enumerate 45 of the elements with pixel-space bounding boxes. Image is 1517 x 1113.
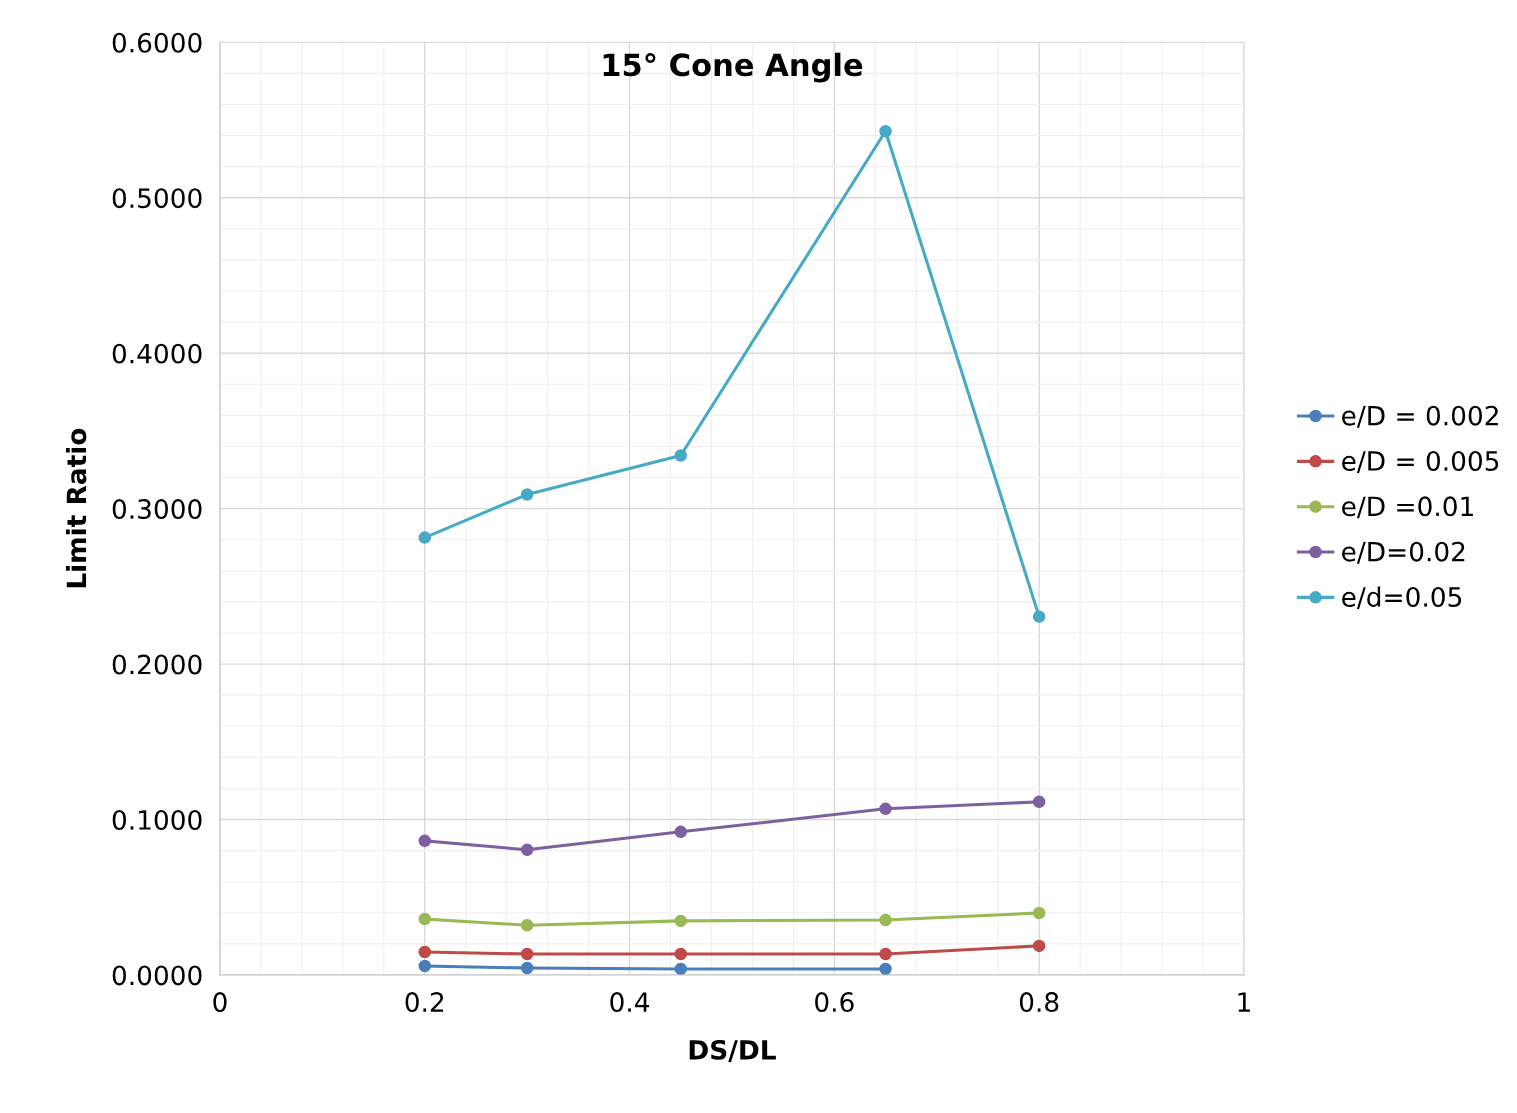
legend-label: e/D=0.02 xyxy=(1342,541,1465,564)
point xyxy=(520,947,534,961)
point xyxy=(879,124,892,138)
y-tick-label: 0.4000 xyxy=(112,343,202,364)
y-tick-label: 0.5000 xyxy=(112,188,202,209)
x-axis-title: DS/DL xyxy=(689,1039,776,1062)
x-tick-label: 0.8 xyxy=(1019,992,1059,1013)
point xyxy=(879,962,892,975)
point xyxy=(1032,939,1046,953)
point xyxy=(418,945,432,959)
point xyxy=(520,918,534,932)
chart-title: 15° Cone Angle xyxy=(603,52,863,83)
legend-label: e/d=0.05 xyxy=(1342,586,1462,610)
x-tick-label: 0.2 xyxy=(405,992,444,1013)
point xyxy=(674,914,688,928)
point xyxy=(520,961,534,975)
point xyxy=(674,825,688,839)
point xyxy=(674,962,688,975)
point xyxy=(520,843,534,857)
point xyxy=(1032,610,1046,623)
x-tick-label: 0.6 xyxy=(815,992,854,1013)
point xyxy=(879,947,892,961)
legend-label: e/D = 0.002 xyxy=(1342,405,1498,428)
point xyxy=(1032,906,1046,920)
legend-label: e/D = 0.005 xyxy=(1342,451,1499,474)
legend-label: e/D =0.01 xyxy=(1342,496,1473,519)
point xyxy=(418,912,432,926)
y-tick-label: 0.2000 xyxy=(112,654,202,675)
point xyxy=(879,802,892,816)
point xyxy=(418,959,432,973)
y-axis-title: Limit Ratio xyxy=(65,428,87,588)
point xyxy=(879,913,892,927)
point xyxy=(674,449,688,462)
x-tick-label: 0 xyxy=(213,992,227,1013)
x-tick-label: 0.4 xyxy=(610,992,650,1013)
y-tick-label: 0.6000 xyxy=(112,32,202,53)
y-tick-label: 0.0000 xyxy=(112,965,202,986)
point xyxy=(674,947,688,961)
x-tick-label: 1 xyxy=(1238,992,1250,1012)
point xyxy=(520,488,534,501)
point xyxy=(1032,795,1046,809)
y-tick-label: 0.1000 xyxy=(112,809,202,830)
point xyxy=(418,834,432,848)
y-tick-label: 0.3000 xyxy=(112,499,202,520)
point xyxy=(418,531,432,544)
